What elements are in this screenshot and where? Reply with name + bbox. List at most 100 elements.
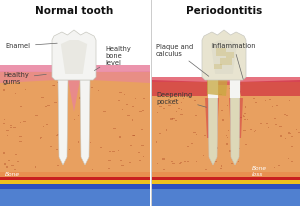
Polygon shape: [272, 106, 273, 107]
Bar: [0, 189, 150, 206]
Polygon shape: [143, 156, 144, 157]
Text: Bone: Bone: [5, 172, 20, 177]
Polygon shape: [227, 137, 228, 138]
Polygon shape: [202, 30, 246, 80]
Polygon shape: [191, 143, 193, 144]
Polygon shape: [208, 80, 218, 165]
Polygon shape: [8, 160, 11, 161]
Polygon shape: [56, 135, 58, 136]
Polygon shape: [82, 92, 85, 93]
Polygon shape: [91, 75, 92, 76]
Polygon shape: [244, 91, 247, 92]
Polygon shape: [19, 136, 22, 137]
Polygon shape: [229, 150, 231, 152]
Polygon shape: [173, 87, 176, 88]
Polygon shape: [131, 119, 133, 121]
Polygon shape: [4, 163, 6, 165]
Polygon shape: [157, 163, 158, 164]
Polygon shape: [219, 94, 222, 95]
Polygon shape: [113, 128, 116, 129]
Polygon shape: [86, 121, 88, 123]
Polygon shape: [35, 81, 37, 82]
Polygon shape: [47, 105, 50, 106]
Polygon shape: [142, 98, 145, 99]
Polygon shape: [96, 82, 97, 83]
Polygon shape: [255, 102, 257, 103]
Bar: [152, 172, 300, 206]
Polygon shape: [238, 148, 240, 149]
Polygon shape: [69, 149, 70, 150]
Polygon shape: [25, 89, 26, 90]
Polygon shape: [275, 124, 277, 125]
Polygon shape: [231, 88, 233, 89]
Polygon shape: [92, 84, 93, 85]
Polygon shape: [243, 130, 246, 131]
Polygon shape: [59, 100, 62, 101]
Polygon shape: [239, 118, 240, 119]
Polygon shape: [141, 129, 143, 130]
Polygon shape: [181, 102, 182, 103]
Polygon shape: [108, 168, 110, 169]
Polygon shape: [226, 52, 234, 58]
Polygon shape: [212, 132, 213, 133]
Polygon shape: [100, 147, 102, 148]
Polygon shape: [68, 80, 80, 112]
Polygon shape: [216, 48, 226, 56]
Polygon shape: [52, 30, 96, 80]
Polygon shape: [184, 161, 186, 162]
Polygon shape: [195, 115, 197, 116]
Polygon shape: [222, 119, 224, 121]
Polygon shape: [53, 85, 55, 87]
Polygon shape: [129, 162, 130, 163]
Text: Inflammation: Inflammation: [212, 43, 256, 79]
Polygon shape: [228, 130, 229, 131]
Polygon shape: [244, 113, 246, 114]
Polygon shape: [274, 167, 275, 168]
Polygon shape: [168, 105, 171, 106]
Polygon shape: [52, 85, 55, 86]
Polygon shape: [268, 127, 269, 128]
Polygon shape: [108, 160, 111, 162]
Polygon shape: [247, 119, 248, 120]
Polygon shape: [180, 162, 182, 163]
Polygon shape: [196, 134, 197, 135]
Polygon shape: [233, 132, 236, 133]
Polygon shape: [121, 165, 124, 166]
Polygon shape: [260, 123, 262, 124]
Polygon shape: [279, 126, 282, 127]
Polygon shape: [118, 100, 120, 101]
Polygon shape: [211, 154, 212, 155]
Polygon shape: [132, 135, 135, 136]
Polygon shape: [63, 98, 65, 99]
Polygon shape: [229, 98, 243, 138]
Polygon shape: [11, 127, 12, 128]
Polygon shape: [141, 145, 143, 146]
Bar: [152, 82, 300, 206]
Polygon shape: [92, 169, 93, 170]
Polygon shape: [15, 93, 16, 94]
Polygon shape: [43, 126, 44, 127]
Polygon shape: [46, 83, 49, 84]
Polygon shape: [226, 135, 227, 136]
Polygon shape: [289, 99, 290, 101]
Polygon shape: [169, 97, 170, 98]
Polygon shape: [3, 89, 5, 91]
Bar: [0, 65, 150, 75]
Polygon shape: [176, 111, 177, 112]
Polygon shape: [215, 161, 217, 162]
Polygon shape: [207, 72, 228, 96]
Polygon shape: [134, 83, 136, 84]
Polygon shape: [265, 100, 266, 101]
Polygon shape: [205, 98, 219, 138]
Bar: [152, 177, 300, 182]
Polygon shape: [140, 111, 142, 112]
Polygon shape: [284, 138, 286, 139]
Polygon shape: [17, 161, 19, 162]
Polygon shape: [291, 160, 293, 162]
Polygon shape: [183, 98, 184, 99]
Polygon shape: [162, 158, 165, 160]
Polygon shape: [10, 125, 12, 126]
Polygon shape: [187, 146, 190, 147]
Polygon shape: [243, 116, 245, 117]
Polygon shape: [35, 115, 38, 116]
